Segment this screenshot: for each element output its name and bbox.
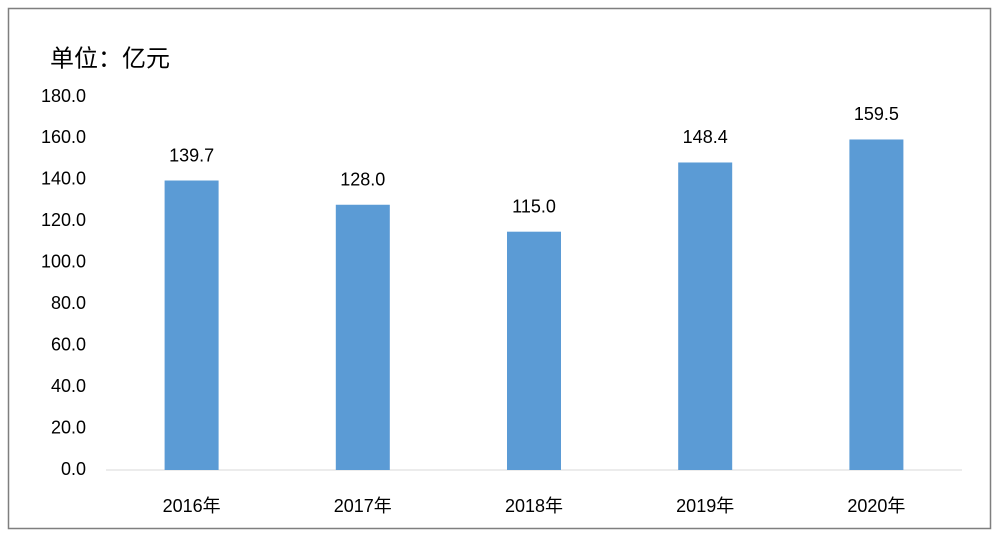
data-label: 115.0 (512, 196, 556, 216)
y-tick-label: 180.0 (41, 86, 86, 106)
bar (507, 231, 561, 470)
y-tick-label: 160.0 (41, 127, 86, 147)
data-label: 139.7 (169, 145, 214, 165)
y-tick-label: 100.0 (41, 252, 86, 272)
bar (335, 204, 390, 470)
unit-label: 单位：亿元 (50, 45, 170, 72)
x-tick-label: 2017年 (334, 496, 392, 516)
bar (678, 162, 733, 470)
y-tick-label: 140.0 (41, 169, 86, 189)
bar (849, 139, 904, 470)
y-tick-label: 80.0 (51, 293, 86, 313)
x-tick-label: 2020年 (847, 496, 905, 516)
x-tick-label: 2019年 (676, 496, 734, 516)
x-tick-label: 2018年 (505, 496, 563, 516)
y-tick-label: 60.0 (51, 334, 86, 354)
y-tick-label: 20.0 (51, 417, 86, 437)
data-label: 148.4 (683, 127, 728, 147)
bar (164, 180, 219, 470)
x-tick-label: 2016年 (163, 496, 221, 516)
y-tick-label: 0.0 (61, 459, 86, 479)
data-label: 128.0 (340, 170, 385, 190)
y-tick-label: 120.0 (41, 210, 86, 230)
chart-border (7, 7, 992, 530)
data-label: 159.5 (854, 104, 899, 124)
y-tick-label: 40.0 (51, 376, 86, 396)
